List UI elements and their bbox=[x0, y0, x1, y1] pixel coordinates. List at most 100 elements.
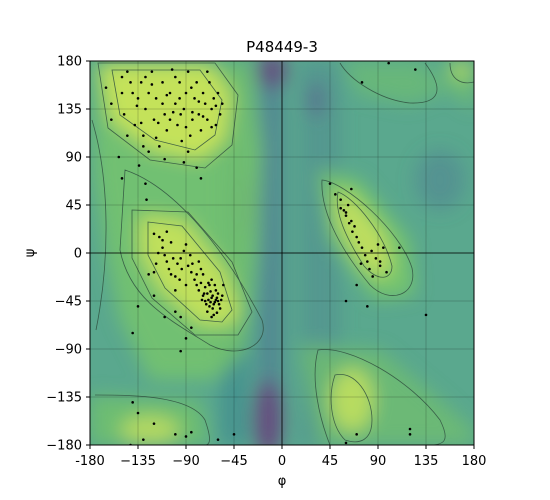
x-tick-label: −90 bbox=[172, 454, 199, 469]
data-point bbox=[186, 264, 190, 268]
data-point bbox=[174, 75, 177, 79]
data-point bbox=[193, 278, 196, 281]
y-tick-label: −90 bbox=[55, 343, 82, 358]
data-point bbox=[355, 235, 358, 239]
data-point bbox=[222, 283, 225, 287]
data-point bbox=[142, 145, 145, 148]
data-point bbox=[158, 145, 161, 148]
data-point bbox=[215, 311, 219, 315]
data-point bbox=[357, 241, 361, 244]
data-point bbox=[182, 161, 186, 164]
data-point bbox=[136, 97, 140, 100]
data-point bbox=[368, 267, 371, 271]
y-tick-label: −135 bbox=[46, 391, 82, 406]
data-point bbox=[206, 118, 209, 121]
data-point bbox=[167, 267, 171, 271]
data-point bbox=[212, 302, 216, 306]
data-point bbox=[161, 81, 164, 84]
data-point bbox=[195, 283, 198, 287]
data-point bbox=[152, 422, 156, 425]
y-tick-label: 45 bbox=[65, 199, 82, 214]
data-point bbox=[351, 230, 354, 233]
data-point bbox=[176, 262, 179, 265]
data-point bbox=[165, 129, 169, 132]
data-point bbox=[178, 81, 181, 84]
data-point bbox=[339, 198, 342, 201]
x-tick-label: 0 bbox=[278, 454, 286, 469]
data-point bbox=[378, 260, 382, 263]
data-point bbox=[163, 113, 166, 116]
plot-area bbox=[90, 61, 474, 445]
data-point bbox=[186, 150, 190, 153]
data-point bbox=[385, 270, 388, 274]
data-point bbox=[203, 102, 207, 105]
data-point bbox=[193, 97, 196, 100]
data-point bbox=[201, 294, 205, 297]
density-field bbox=[90, 61, 474, 445]
y-tick-label: 180 bbox=[57, 55, 82, 70]
data-point bbox=[188, 253, 192, 257]
data-point bbox=[211, 294, 214, 297]
data-point bbox=[210, 315, 213, 319]
data-point bbox=[220, 294, 224, 297]
data-point bbox=[213, 300, 217, 304]
x-tick-label: −135 bbox=[120, 454, 156, 469]
data-point bbox=[174, 289, 177, 292]
data-point bbox=[378, 264, 382, 268]
data-point bbox=[197, 260, 201, 263]
data-point bbox=[117, 155, 121, 159]
data-point bbox=[190, 86, 193, 89]
data-point bbox=[191, 110, 194, 114]
x-tick-label: 180 bbox=[462, 454, 487, 469]
zero-lines bbox=[90, 61, 474, 445]
data-point bbox=[370, 249, 373, 253]
data-point bbox=[374, 257, 378, 260]
data-point bbox=[210, 125, 213, 129]
data-point bbox=[156, 121, 160, 125]
data-point bbox=[200, 298, 204, 302]
data-point bbox=[207, 281, 210, 285]
x-tick-label: 90 bbox=[370, 454, 387, 469]
data-point bbox=[414, 68, 417, 71]
x-tick-label: -180 bbox=[75, 454, 105, 469]
data-point bbox=[215, 296, 219, 300]
data-point bbox=[174, 102, 177, 105]
data-point bbox=[191, 262, 194, 265]
data-point bbox=[182, 107, 186, 111]
data-point bbox=[355, 433, 358, 436]
data-point bbox=[342, 209, 346, 212]
data-point bbox=[344, 299, 348, 303]
data-point bbox=[203, 299, 207, 303]
data-point bbox=[347, 221, 351, 225]
data-point bbox=[366, 305, 369, 308]
data-point bbox=[218, 113, 222, 116]
data-point bbox=[371, 275, 374, 278]
data-point bbox=[168, 91, 172, 95]
data-point bbox=[163, 315, 166, 319]
data-point bbox=[110, 118, 113, 121]
data-point bbox=[136, 305, 140, 308]
data-point bbox=[209, 300, 212, 304]
data-point bbox=[195, 273, 198, 276]
data-point bbox=[334, 193, 337, 196]
data-point bbox=[197, 113, 201, 116]
data-point bbox=[376, 243, 380, 246]
data-point bbox=[216, 438, 220, 441]
data-point bbox=[165, 230, 169, 233]
data-point bbox=[184, 243, 188, 246]
data-point bbox=[178, 278, 181, 281]
data-point bbox=[154, 262, 158, 265]
data-point bbox=[213, 283, 217, 287]
data-point bbox=[156, 251, 160, 255]
data-point bbox=[350, 187, 353, 191]
data-point bbox=[147, 273, 150, 276]
data-point bbox=[145, 198, 148, 201]
data-point bbox=[206, 310, 209, 313]
data-point bbox=[179, 113, 182, 116]
data-point bbox=[186, 70, 190, 73]
data-point bbox=[184, 283, 188, 287]
data-point bbox=[366, 260, 369, 263]
data-point bbox=[204, 302, 208, 306]
data-point bbox=[144, 182, 147, 185]
